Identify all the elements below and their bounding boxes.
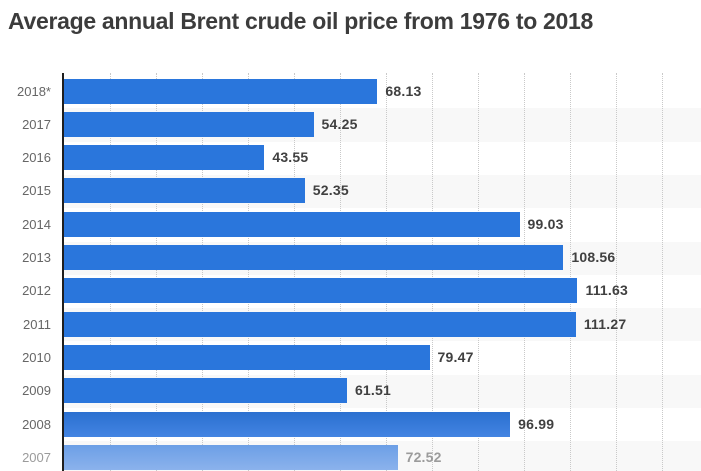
bar-2008[interactable] <box>64 411 511 437</box>
value-label: 61.51 <box>354 382 391 399</box>
gridline <box>616 73 617 471</box>
y-axis-label: 2018* <box>17 83 51 99</box>
value-label: 79.47 <box>437 348 474 365</box>
bar-2013[interactable] <box>64 245 564 270</box>
chart-title: Average annual Brent crude oil price fro… <box>8 8 594 34</box>
bar-2016[interactable] <box>64 145 265 171</box>
bar-2017[interactable] <box>64 111 314 137</box>
y-axis-label: 2014 <box>22 216 51 232</box>
value-label: 52.35 <box>312 182 349 199</box>
y-axis-label: 2008 <box>22 416 51 432</box>
value-label: 111.63 <box>585 282 628 299</box>
bar-2010[interactable] <box>64 344 430 370</box>
gridline <box>202 73 203 471</box>
gridline <box>386 73 387 471</box>
y-axis-label: 2007 <box>22 449 51 465</box>
y-axis-line <box>62 73 64 471</box>
bar-2011[interactable] <box>64 311 576 337</box>
bar-2007[interactable] <box>64 444 398 470</box>
gridline <box>340 73 341 471</box>
gridline <box>110 73 111 471</box>
y-axis-label: 2013 <box>22 250 51 265</box>
bar-2009[interactable] <box>64 378 347 404</box>
bar-2012[interactable] <box>64 278 578 304</box>
gridline <box>662 73 663 471</box>
y-axis-label: 2015 <box>22 183 51 199</box>
bar-2018[interactable] <box>64 78 378 104</box>
gridline <box>432 73 433 471</box>
value-label: 43.55 <box>272 149 309 166</box>
gridline <box>524 73 525 471</box>
y-axis-label: 2009 <box>22 383 51 399</box>
gridline <box>294 73 295 471</box>
gridline <box>570 73 571 471</box>
bar-2014[interactable] <box>64 211 520 237</box>
value-label: 111.27 <box>583 315 627 332</box>
value-label: 54.25 <box>321 115 358 132</box>
value-label: 108.56 <box>571 249 616 265</box>
y-axis-label: 2010 <box>22 349 51 365</box>
bar-2015[interactable] <box>64 178 305 204</box>
value-label: 99.03 <box>527 215 564 232</box>
gridline <box>248 73 249 471</box>
gridline <box>156 73 157 471</box>
value-label: 68.13 <box>385 82 422 99</box>
y-axis-label: 2011 <box>23 316 51 332</box>
y-axis-label: 2012 <box>22 283 51 299</box>
value-label: 72.52 <box>405 448 442 465</box>
gridline <box>478 73 479 471</box>
value-label: 96.99 <box>518 415 555 432</box>
y-axis-label: 2017 <box>22 116 51 132</box>
y-axis-label: 2016 <box>22 150 51 166</box>
